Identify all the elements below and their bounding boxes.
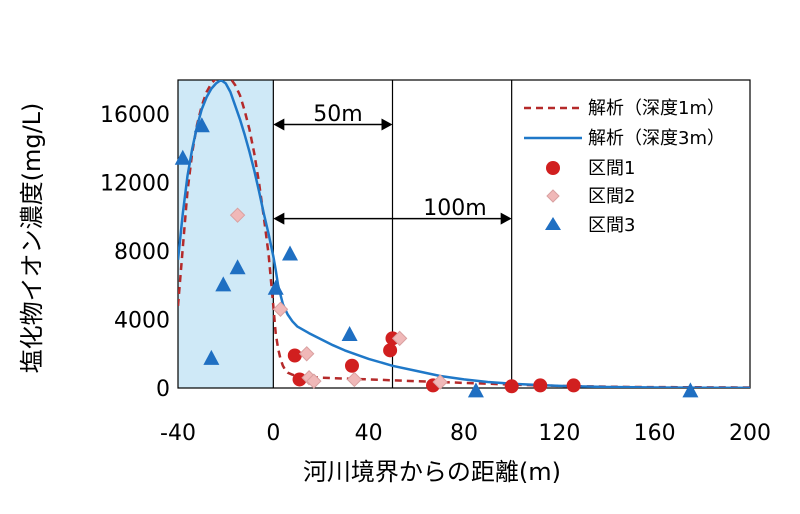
x-tick-label-4: 120 — [538, 421, 580, 446]
annotation-arrowhead-left-0 — [273, 118, 285, 131]
x-axis-title: 河川境界からの距離(m) — [303, 458, 561, 486]
series-3-point-7 — [432, 374, 448, 390]
river-region-shading — [178, 80, 274, 388]
series-4-point-7 — [341, 325, 358, 341]
annotation-arrowhead-right-1 — [500, 212, 512, 225]
y-tick-label-2: 8000 — [114, 240, 170, 265]
x-tick-label-6: 200 — [729, 421, 771, 446]
x-tick-label-2: 40 — [355, 421, 383, 446]
annotation-arrowhead-right-0 — [381, 118, 393, 131]
series-2-point-6 — [504, 379, 519, 394]
series-4-point-4 — [229, 259, 246, 275]
legend-label-analysis-3m: 解析（深度3m） — [588, 128, 725, 149]
legend-label-analysis-1m: 解析（深度1m） — [588, 98, 725, 119]
series-points-layer — [174, 117, 699, 398]
series-3-point-5 — [346, 371, 363, 388]
series-2-point-1 — [292, 372, 307, 387]
annotation-50m: 50m — [313, 102, 362, 127]
series-3-point-6 — [391, 330, 408, 347]
series-line-0 — [178, 80, 750, 388]
legend: 解析（深度1m） 解析（深度3m） 区間1 区間2 区間3 — [517, 87, 749, 249]
series-3-point-0 — [229, 207, 246, 223]
annotation-100m: 100m — [423, 196, 486, 221]
series-2-point-0 — [287, 348, 302, 363]
legend-label-section1: 区間1 — [588, 158, 635, 179]
series-2-point-7 — [533, 378, 548, 393]
y-tick-label-4: 16000 — [100, 103, 170, 128]
series-2-point-2 — [344, 358, 359, 373]
series-4-point-6 — [282, 245, 299, 261]
legend-label-section3: 区間3 — [588, 215, 635, 236]
series-4-point-0 — [174, 149, 191, 165]
x-tick-label-0: -40 — [160, 421, 196, 446]
y-axis-title: 塩化物イオン濃度(mg/L) — [18, 103, 46, 374]
annotations-layer: 50m 100m — [273, 102, 512, 225]
legend-marker-section1 — [546, 161, 560, 175]
series-4-point-8 — [467, 382, 484, 398]
series-2-point-3 — [383, 343, 398, 358]
series-4-point-9 — [682, 382, 699, 398]
plot-background-layer — [177, 79, 751, 389]
x-tick-label-1: 0 — [266, 421, 280, 446]
legend-marker-section2 — [546, 189, 560, 203]
legend-marker-section3 — [545, 217, 561, 230]
series-2-point-8 — [566, 378, 581, 393]
series-3-point-1 — [272, 301, 289, 317]
x-tick-label-3: 80 — [450, 421, 478, 446]
y-tick-label-3: 12000 — [100, 172, 170, 197]
x-tick-label-5: 160 — [634, 421, 676, 446]
plot-frame — [177, 79, 751, 389]
series-4-point-1 — [193, 117, 210, 133]
series-3-point-2 — [298, 346, 315, 362]
series-line-1 — [178, 80, 750, 388]
series-lines-layer — [178, 80, 750, 388]
series-4-point-5 — [267, 279, 284, 295]
series-4-point-3 — [215, 276, 232, 292]
tick-labels-layer: -40 0 40 80 120 160 200 0 4000 8000 12000 16000 — [100, 103, 771, 446]
y-tick-label-0: 0 — [156, 377, 170, 402]
y-tick-label-1: 4000 — [114, 309, 170, 334]
series-3-point-4 — [306, 373, 322, 389]
series-4-point-2 — [203, 349, 220, 365]
annotation-arrowhead-left-1 — [273, 212, 285, 225]
legend-label-section2: 区間2 — [588, 186, 635, 207]
